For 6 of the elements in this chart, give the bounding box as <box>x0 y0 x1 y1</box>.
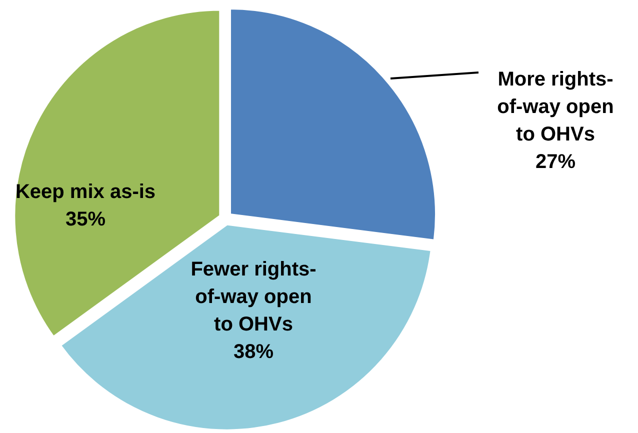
data-label: 35% <box>65 208 106 230</box>
data-label: 27% <box>535 150 576 173</box>
data-label: 38% <box>233 340 274 363</box>
slice-label: More rights-of-way open to OHVs <box>497 68 614 146</box>
slice-label: Fewer rights-of-way open to OHVs <box>190 258 316 336</box>
slice-label: Keep mix as-is <box>15 180 156 203</box>
